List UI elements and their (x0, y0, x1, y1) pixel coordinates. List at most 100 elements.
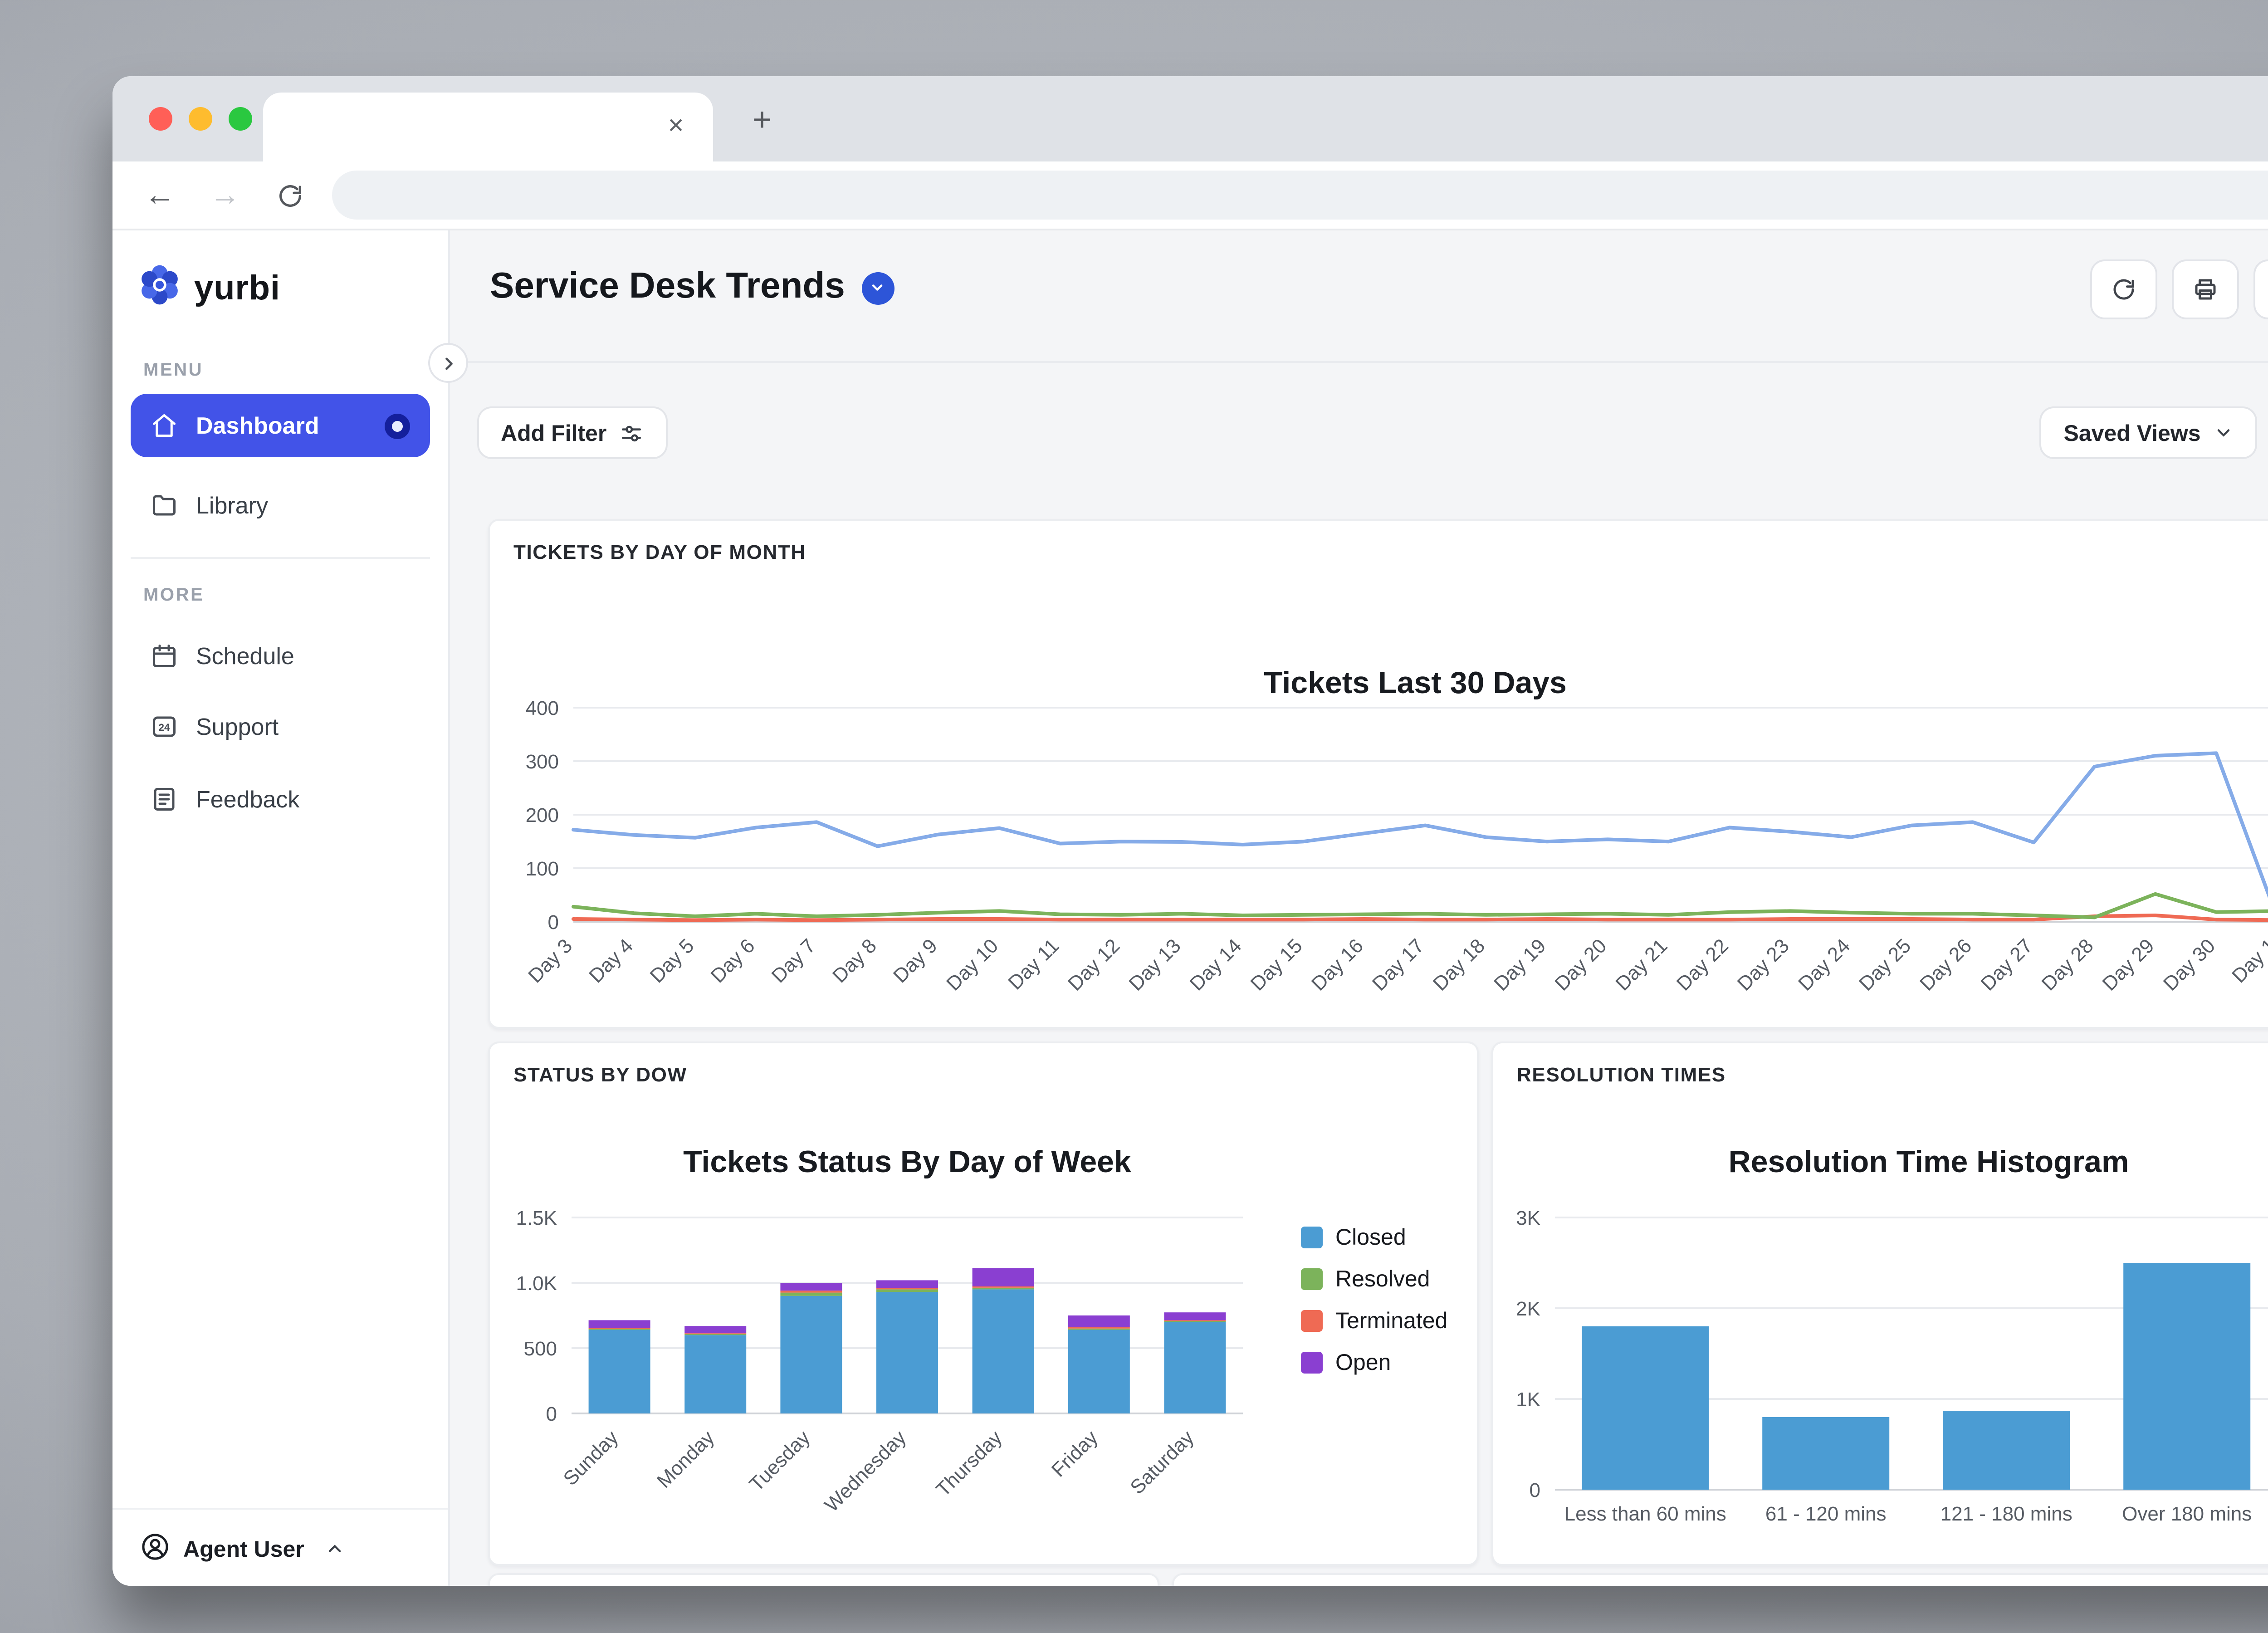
legend-swatch-icon (1301, 1352, 1323, 1374)
folder-icon (151, 492, 178, 519)
panel-label: TICKETS BY DAY OF MONTH (513, 543, 806, 564)
svg-text:500: 500 (524, 1338, 557, 1360)
sidebar: yurbi MENU Dashboard Library MORE (112, 230, 450, 1586)
url-bar[interactable] (332, 171, 2268, 220)
panel-label: STATUS BY DOW (513, 1065, 687, 1087)
svg-text:Less than 60 mins: Less than 60 mins (1564, 1503, 1726, 1525)
svg-text:Day 14: Day 14 (1185, 934, 1246, 995)
svg-text:Day 26: Day 26 (1916, 934, 1976, 995)
export-button[interactable] (2254, 259, 2268, 319)
svg-text:Day 1: Day 1 (2228, 934, 2268, 987)
user-name: Agent User (183, 1536, 304, 1561)
svg-text:Day 15: Day 15 (1246, 934, 1306, 995)
svg-text:Day 28: Day 28 (2037, 934, 2097, 995)
svg-text:Friday: Friday (1047, 1426, 1102, 1481)
svg-text:Day 5: Day 5 (646, 934, 699, 987)
line-chart[interactable]: 0100200300400Day 3Day 4Day 5Day 6Day 7Da… (508, 693, 2268, 1025)
svg-text:300: 300 (526, 751, 559, 773)
legend-item[interactable]: Closed (1301, 1225, 1447, 1250)
sidebar-item-schedule[interactable]: Schedule (131, 624, 430, 688)
title-dropdown-badge[interactable] (861, 271, 894, 304)
refresh-button[interactable] (2091, 259, 2158, 319)
svg-text:Day 7: Day 7 (767, 934, 820, 987)
legend-swatch-icon (1301, 1227, 1323, 1248)
window-controls (149, 107, 252, 131)
legend-swatch-icon (1301, 1268, 1323, 1290)
sidebar-item-library[interactable]: Library (131, 474, 430, 537)
svg-text:Day 20: Day 20 (1550, 934, 1611, 995)
home-icon (151, 412, 178, 439)
legend-label: Resolved (1335, 1266, 1430, 1292)
page-title-text: Service Desk Trends (490, 267, 845, 308)
user-menu[interactable]: Agent User (112, 1508, 448, 1586)
svg-text:0: 0 (548, 911, 559, 934)
svg-text:Tuesday: Tuesday (745, 1426, 815, 1496)
svg-text:2K: 2K (1516, 1298, 1540, 1320)
chart-title: Resolution Time Histogram (1493, 1145, 2268, 1181)
svg-text:0: 0 (546, 1403, 557, 1425)
add-filter-label: Add Filter (501, 420, 606, 445)
svg-text:100: 100 (526, 858, 559, 880)
svg-text:Day 4: Day 4 (585, 934, 637, 987)
svg-text:Day 8: Day 8 (828, 934, 881, 987)
svg-text:Day 22: Day 22 (1672, 934, 1733, 995)
close-window-button[interactable] (149, 107, 172, 131)
reload-button[interactable] (269, 174, 312, 218)
svg-text:Day 19: Day 19 (1490, 934, 1550, 995)
zoom-window-button[interactable] (229, 107, 252, 131)
sidebar-item-feedback[interactable]: Feedback (131, 768, 430, 831)
svg-text:121 - 180 mins: 121 - 180 mins (1941, 1503, 2072, 1525)
calendar-icon (151, 642, 178, 670)
back-button[interactable]: ← (138, 174, 181, 218)
bar-chart[interactable]: 01K2K3KLess than 60 mins61 - 120 mins121… (1493, 1185, 2268, 1566)
svg-text:Sunday: Sunday (559, 1426, 622, 1490)
sidebar-item-label: Support (196, 713, 279, 740)
legend-swatch-icon (1301, 1310, 1323, 1332)
sidebar-item-support[interactable]: 24 Support (131, 695, 430, 758)
svg-text:Day 18: Day 18 (1429, 934, 1489, 995)
dashboard-toggle-icon[interactable] (385, 413, 410, 438)
legend-item[interactable]: Resolved (1301, 1266, 1447, 1292)
svg-text:Wednesday: Wednesday (821, 1426, 910, 1516)
minimize-window-button[interactable] (189, 107, 212, 131)
legend-item[interactable]: Terminated (1301, 1308, 1447, 1334)
browser-tab[interactable]: × (263, 93, 713, 161)
svg-text:Day 10: Day 10 (942, 934, 1002, 995)
svg-text:Day 21: Day 21 (1611, 934, 1672, 995)
browser-toolbar: ← → (112, 161, 2268, 230)
svg-text:Day 17: Day 17 (1368, 934, 1428, 995)
chart-title: Tickets Status By Day of Week (490, 1145, 1325, 1181)
support-24-icon: 24 (151, 713, 178, 740)
chevron-down-icon (2214, 423, 2234, 443)
legend-item[interactable]: Open (1301, 1350, 1447, 1375)
desktop: × + ← → yurbi M (0, 0, 2268, 1633)
sidebar-divider (131, 557, 430, 559)
view-actions: Saved Views Save This View (2040, 406, 2268, 459)
sidebar-collapse-button[interactable] (428, 343, 468, 383)
legend-label: Closed (1335, 1225, 1406, 1250)
new-tab-button[interactable]: + (738, 96, 786, 143)
yurbi-logo-icon (136, 261, 183, 318)
svg-text:3K: 3K (1516, 1207, 1540, 1229)
sidebar-item-label: Feedback (196, 786, 299, 813)
svg-text:Day 16: Day 16 (1307, 934, 1368, 995)
app-frame: yurbi MENU Dashboard Library MORE (112, 230, 2268, 1586)
add-filter-button[interactable]: Add Filter (477, 406, 668, 459)
svg-text:Day 27: Day 27 (1976, 934, 2037, 995)
sidebar-item-dashboard[interactable]: Dashboard (131, 394, 430, 457)
saved-views-button[interactable]: Saved Views (2040, 406, 2257, 459)
svg-text:Day 9: Day 9 (889, 934, 942, 987)
svg-text:Thursday: Thursday (932, 1426, 1006, 1501)
tab-close-icon[interactable]: × (660, 111, 691, 142)
svg-text:1.5K: 1.5K (516, 1207, 557, 1229)
forward-button[interactable]: → (203, 174, 247, 218)
panel-status-by-dow: STATUS BY DOW Tickets Status By Day of W… (488, 1041, 1479, 1566)
panel-resolution-times: RESOLUTION TIMES Resolution Time Histogr… (1491, 1041, 2268, 1566)
stacked-bar-chart[interactable]: 05001.0K1.5KSundayMondayTuesdayWednesday… (504, 1185, 1303, 1566)
svg-text:400: 400 (526, 697, 559, 719)
browser-window: × + ← → yurbi M (112, 76, 2268, 1586)
feedback-icon (151, 786, 178, 813)
print-button[interactable] (2173, 259, 2240, 319)
main-content: Service Desk Trends (450, 230, 2268, 1586)
page-title: Service Desk Trends (490, 267, 894, 308)
